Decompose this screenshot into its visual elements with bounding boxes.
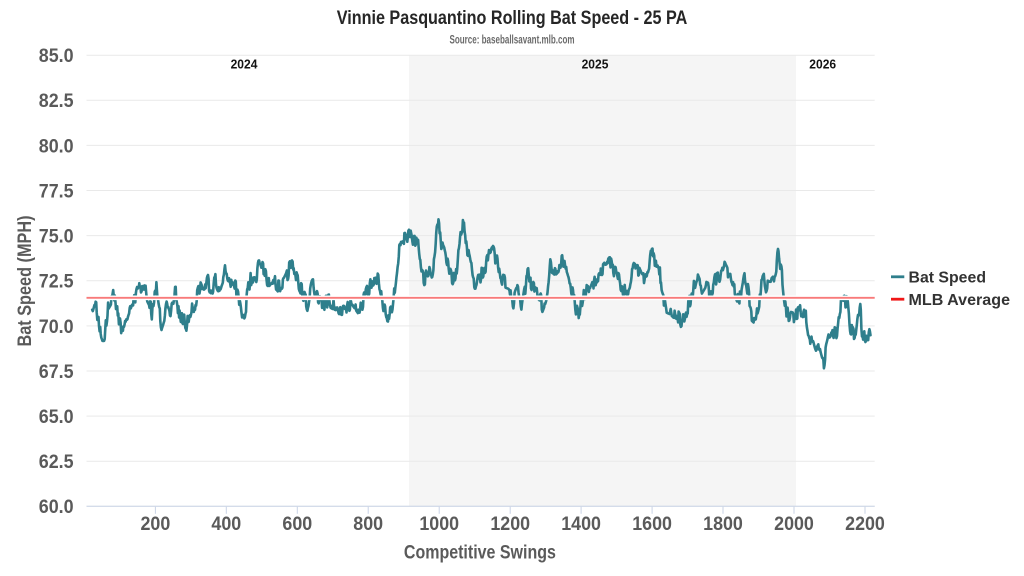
svg-text:2000: 2000 [774, 514, 814, 535]
svg-text:Vinnie Pasquantino Rolling Bat: Vinnie Pasquantino Rolling Bat Speed - 2… [337, 8, 688, 29]
svg-text:77.5: 77.5 [39, 181, 74, 202]
svg-text:75.0: 75.0 [39, 227, 74, 248]
svg-text:Competitive Swings: Competitive Swings [404, 542, 556, 563]
svg-text:1800: 1800 [703, 514, 743, 535]
svg-text:85.0: 85.0 [39, 46, 74, 67]
svg-text:62.5: 62.5 [39, 452, 74, 473]
svg-text:2026: 2026 [809, 58, 836, 72]
svg-text:1400: 1400 [561, 514, 601, 535]
svg-text:80.0: 80.0 [39, 136, 74, 157]
svg-text:72.5: 72.5 [39, 272, 74, 293]
svg-text:MLB Average: MLB Average [909, 292, 1011, 309]
svg-text:1200: 1200 [490, 514, 530, 535]
svg-text:1000: 1000 [419, 514, 459, 535]
svg-text:70.0: 70.0 [39, 317, 74, 338]
svg-text:2024: 2024 [231, 58, 258, 72]
svg-text:2200: 2200 [845, 514, 885, 535]
svg-text:1600: 1600 [632, 514, 672, 535]
svg-text:65.0: 65.0 [39, 407, 74, 428]
svg-text:Bat Speed: Bat Speed [909, 269, 987, 286]
svg-text:800: 800 [353, 514, 383, 535]
svg-text:60.0: 60.0 [39, 497, 74, 518]
svg-text:Source: baseballsavant.mlb.com: Source: baseballsavant.mlb.com [450, 34, 575, 46]
svg-text:67.5: 67.5 [39, 362, 74, 383]
svg-text:82.5: 82.5 [39, 91, 74, 112]
svg-text:400: 400 [211, 514, 241, 535]
svg-text:2025: 2025 [582, 58, 609, 72]
svg-text:Bat Speed (MPH): Bat Speed (MPH) [15, 216, 36, 347]
svg-text:200: 200 [141, 514, 171, 535]
svg-text:600: 600 [282, 514, 312, 535]
